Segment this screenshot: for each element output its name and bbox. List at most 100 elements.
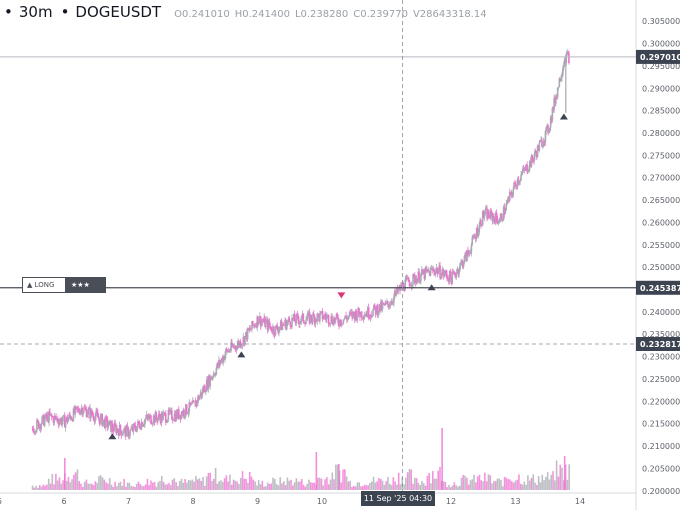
candle-body xyxy=(376,305,379,316)
candle-body xyxy=(138,423,141,429)
candle-body xyxy=(509,191,512,193)
candle-body xyxy=(488,216,491,219)
candle-body xyxy=(245,331,247,336)
time-tick-label: 9 xyxy=(255,497,260,506)
candle-body xyxy=(77,408,80,412)
candle-body xyxy=(72,408,75,421)
volume-bar xyxy=(125,486,127,490)
candle-body xyxy=(292,314,295,320)
candle-body xyxy=(527,171,529,172)
candle-body xyxy=(494,218,496,224)
volume-bar xyxy=(347,481,350,490)
candle-body xyxy=(526,164,528,172)
candle-body xyxy=(181,412,184,416)
candle-body xyxy=(537,145,540,151)
candle-body xyxy=(306,313,309,319)
volume-bar xyxy=(37,487,39,490)
volume-bar xyxy=(157,482,159,490)
volume-bar xyxy=(406,472,409,490)
volume-bar xyxy=(554,480,556,490)
volume-bar xyxy=(31,485,34,490)
volume-bar xyxy=(257,480,260,490)
candle-body xyxy=(232,346,235,348)
timeframe-label[interactable]: 30m xyxy=(18,3,53,21)
candle-body xyxy=(281,324,284,331)
candle-body xyxy=(531,155,534,160)
candle-body xyxy=(488,211,490,217)
candle-body xyxy=(36,420,39,422)
candle-body xyxy=(110,420,112,432)
candle-body xyxy=(60,418,63,425)
volume-bar xyxy=(55,473,57,490)
candle-body xyxy=(322,317,325,320)
candle-body xyxy=(193,401,196,402)
candle-body xyxy=(243,336,245,345)
candle-body xyxy=(538,142,541,151)
candle-body xyxy=(196,400,198,404)
volume-bar xyxy=(557,476,560,490)
volume-bar xyxy=(51,473,54,490)
volume-bar xyxy=(82,486,84,490)
candle-body xyxy=(346,317,348,321)
candle-body xyxy=(191,403,193,405)
volume-bar xyxy=(220,480,222,490)
candle-body xyxy=(394,291,397,295)
candle-body xyxy=(562,65,565,69)
volume-bar xyxy=(189,480,192,490)
candle-body xyxy=(132,423,135,432)
volume-bar xyxy=(423,483,425,490)
volume-bar xyxy=(96,482,98,490)
volume-bar xyxy=(250,476,253,490)
volume-bar xyxy=(378,477,380,490)
candle-body xyxy=(380,301,383,310)
volume-bar xyxy=(146,478,149,490)
candle-body xyxy=(103,419,105,422)
candle-body xyxy=(300,315,303,322)
candle-body xyxy=(362,317,365,319)
volume-bar xyxy=(356,482,359,490)
candle-body xyxy=(414,275,416,283)
candle-body xyxy=(198,396,201,400)
candle-body xyxy=(512,189,515,196)
candle-body xyxy=(508,197,510,201)
volume-bar xyxy=(300,479,303,490)
volume-bar xyxy=(403,484,405,490)
candle-body xyxy=(66,416,69,422)
candle-body xyxy=(63,415,65,417)
volume-bar xyxy=(284,485,287,490)
volume-bar xyxy=(53,484,55,490)
price-tick-label: 0.265000 xyxy=(642,196,680,205)
volume-bar xyxy=(218,481,221,490)
symbol-label[interactable]: DOGEUSDT xyxy=(75,3,162,21)
price-tick-label: 0.225000 xyxy=(642,375,680,384)
candle-body xyxy=(158,413,161,418)
long-position-label[interactable]: ▲ LONG ★★★ xyxy=(22,277,106,293)
candle-body xyxy=(495,212,498,219)
volume-bar xyxy=(536,484,538,490)
volume-bar xyxy=(65,480,68,490)
volume-bar xyxy=(259,484,262,490)
candle-body xyxy=(325,316,327,320)
candle-body xyxy=(129,430,131,436)
candle-body xyxy=(54,415,56,417)
candle-body xyxy=(145,414,148,419)
volume-bar xyxy=(56,480,59,490)
candle-body xyxy=(452,271,454,274)
candle-body xyxy=(553,98,555,111)
candle-body xyxy=(288,318,291,322)
candle-body xyxy=(90,409,93,415)
candle-body xyxy=(383,303,386,306)
candle-body xyxy=(230,342,232,351)
volume-bar xyxy=(225,475,228,490)
candle-body xyxy=(466,250,468,261)
candle-body xyxy=(364,315,366,317)
price-tick-label: 0.285000 xyxy=(642,107,680,116)
candle-body xyxy=(310,314,312,321)
candle-body xyxy=(275,325,278,327)
volume-value: 28643318.14 xyxy=(419,9,487,20)
crosshair-price-label: 0.232817 xyxy=(640,340,680,349)
candle-body xyxy=(491,213,494,221)
candle-body xyxy=(106,418,109,428)
volume-bar xyxy=(112,486,115,490)
